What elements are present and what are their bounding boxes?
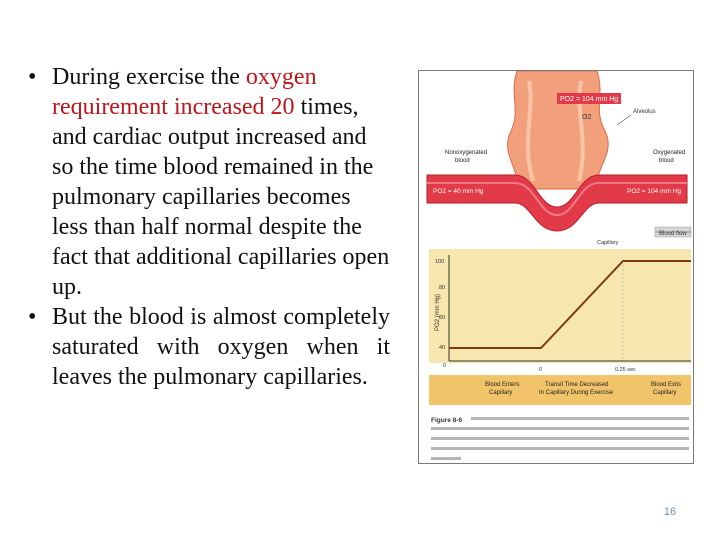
- oxy-label-line1: Oxygenated: [653, 150, 685, 156]
- oxy-label-line2: blood: [659, 158, 674, 164]
- y-tick-label: 80: [439, 285, 445, 291]
- figure-svg: PO2 = 104 mm Hg O2 Alveolus Nonoxygenate…: [426, 71, 692, 460]
- y-tick-label: 60: [439, 315, 445, 321]
- capillary-label: Capillary: [597, 240, 619, 246]
- bullet-2-text: But the blood is almost completely satur…: [52, 304, 390, 390]
- alveolus-folds: [526, 80, 585, 182]
- caption-line: [471, 417, 689, 420]
- po2-curve: [449, 260, 691, 349]
- alveolus-label: Alveolus: [633, 109, 656, 115]
- o2-label: O2: [582, 114, 591, 121]
- y-ticks: 100 80 60 40 0: [435, 259, 446, 369]
- alveolus-pressure-label: PO2 = 104 mm Hg: [560, 96, 618, 103]
- nonoxy-box: [443, 147, 487, 165]
- x-tick-label: 0: [539, 367, 542, 373]
- y-tick-label: 40: [439, 345, 445, 351]
- y-tick-label: 0: [443, 363, 446, 369]
- alveolus-pressure-box: [557, 93, 621, 104]
- enters-label-line1: Blood Enters: [485, 382, 519, 388]
- left-pressure-label: PO2 = 40 mm Hg: [433, 188, 484, 195]
- alveolus-shape: [507, 71, 609, 190]
- transit-label-line1: Transit Time Decreased: [545, 382, 608, 388]
- capillary-highlight: [427, 182, 687, 217]
- chart-background: [429, 249, 691, 363]
- nonoxy-label-line1: Nonoxygenated: [445, 150, 487, 156]
- page-number: 16: [663, 506, 677, 518]
- caption-line: [431, 437, 689, 440]
- caption-line: [431, 427, 689, 430]
- alveolus-illustration: [507, 71, 609, 190]
- caption-line: [431, 447, 689, 450]
- bottom-label-band: [429, 375, 691, 405]
- blood-flow-label: Blood flow: [659, 231, 687, 237]
- figure-caption-head: Figure 8-6: [431, 417, 462, 424]
- x-tick-label: 0.25 sec: [615, 367, 636, 373]
- exits-label-line1: Blood Exits: [651, 382, 681, 388]
- alveolus-pointer: [616, 114, 632, 126]
- bullet-exercise: During exercise the oxygen requirement i…: [28, 62, 390, 302]
- y-tick-label: 100: [435, 259, 444, 265]
- right-pressure-label: PO2 = 104 mm Hg: [627, 188, 681, 195]
- capillary-shape: [426, 174, 688, 232]
- bullet-1-text-end: times, and cardiac output increased and …: [52, 94, 390, 300]
- bullet-1-text-start: During exercise the: [52, 64, 246, 90]
- nonoxy-label-line2: blood: [455, 158, 470, 164]
- bullet-1-highlight: oxygen requirement increased 20: [52, 64, 317, 120]
- y-axis-label: PO2 (mm Hg): [435, 294, 441, 331]
- bullet-saturation: But the blood is almost completely satur…: [28, 302, 390, 392]
- enters-label-line2: Capillary: [489, 390, 512, 396]
- transit-label-line2: In Capillary During Exercise: [539, 390, 614, 396]
- caption-line: [431, 457, 461, 460]
- oxygen-diffusion-figure: PO2 = 104 mm Hg O2 Alveolus Nonoxygenate…: [418, 70, 694, 464]
- oxy-box: [651, 147, 691, 165]
- bullet-list: During exercise the oxygen requirement i…: [28, 62, 390, 392]
- exits-label-line2: Capillary: [653, 390, 676, 396]
- figure-caption-lines: [431, 417, 689, 460]
